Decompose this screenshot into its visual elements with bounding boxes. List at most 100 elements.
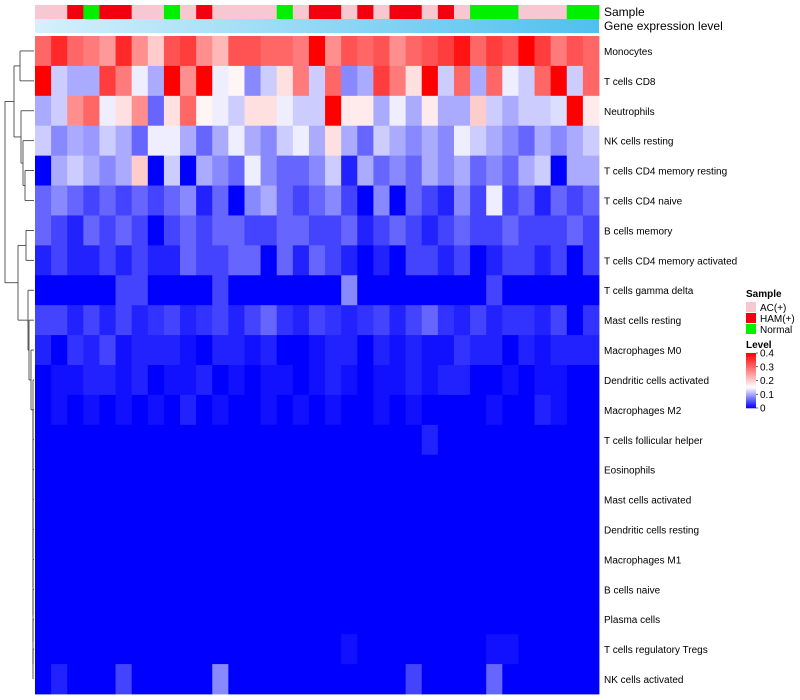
legend-colorbar-step xyxy=(746,386,756,388)
annotation-label-expression: Gene expression level xyxy=(604,19,723,33)
sample-group-cell xyxy=(180,5,197,19)
heatmap-cell xyxy=(518,185,535,216)
heatmap-cell xyxy=(421,544,439,575)
heatmap-cell xyxy=(147,245,165,276)
heatmap-cell xyxy=(453,305,471,336)
heatmap-cell xyxy=(35,484,52,515)
heatmap-cell xyxy=(276,215,294,246)
heatmap-cell xyxy=(325,484,342,515)
heatmap-cell xyxy=(308,664,326,695)
heatmap-cell xyxy=(518,125,535,157)
heatmap-cell xyxy=(131,245,149,276)
heatmap-cell xyxy=(373,245,390,276)
heatmap-cell xyxy=(180,215,197,246)
heatmap-cell xyxy=(470,305,487,336)
heatmap-cell xyxy=(35,185,52,216)
sample-group-cell xyxy=(308,5,326,19)
heatmap-cell xyxy=(405,65,423,97)
heatmap-cell xyxy=(196,245,213,276)
heatmap-cell xyxy=(276,484,294,515)
heatmap-cell xyxy=(115,454,133,486)
legend-swatch-ac xyxy=(746,302,756,312)
heatmap-cell xyxy=(453,634,471,665)
heatmap-cell xyxy=(518,65,535,97)
heatmap-cell xyxy=(582,65,600,97)
row-label: T cells regulatory Tregs xyxy=(604,645,708,656)
heatmap-cell xyxy=(196,65,213,97)
heatmap-cell xyxy=(67,155,84,186)
heatmap-cell xyxy=(405,155,423,186)
heatmap-cell xyxy=(405,454,423,486)
heatmap-cell xyxy=(51,245,68,276)
heatmap-cell xyxy=(470,335,487,366)
row-dendrogram xyxy=(4,50,34,680)
heatmap-cell xyxy=(115,574,133,605)
heatmap-cell xyxy=(115,275,133,306)
legend-colorbar-step xyxy=(746,361,756,363)
heatmap-cell xyxy=(67,245,84,276)
heatmap-cell xyxy=(180,634,197,665)
heatmap-cell xyxy=(147,215,165,246)
heatmap-cell xyxy=(67,275,84,306)
heatmap-cell xyxy=(196,424,213,456)
heatmap-cell xyxy=(99,604,116,635)
heatmap-cell xyxy=(67,65,84,97)
heatmap-cell xyxy=(292,245,310,276)
heatmap-cell xyxy=(550,365,568,396)
heatmap-cell xyxy=(582,484,600,515)
heatmap-cell xyxy=(341,185,358,216)
heatmap-cell xyxy=(244,65,261,97)
heatmap-cell xyxy=(582,424,600,456)
heatmap-cell xyxy=(566,335,584,366)
heatmap-cell xyxy=(35,604,52,635)
legend-colorbar-step xyxy=(746,358,756,361)
legend-colorbar-step xyxy=(746,362,756,365)
heatmap-cell xyxy=(51,544,68,575)
heatmap-cell xyxy=(405,245,423,276)
row-label: T cells follicular helper xyxy=(604,436,703,447)
heatmap-cell xyxy=(357,664,374,695)
heatmap-cell xyxy=(357,574,374,605)
heatmap-cell xyxy=(453,664,471,695)
heatmap-cell xyxy=(260,604,278,635)
heatmap-cell xyxy=(260,634,278,665)
sample-group-cell xyxy=(566,5,584,19)
heatmap-cell xyxy=(405,424,423,456)
legend-colorbar-step xyxy=(746,354,756,357)
heatmap-cell xyxy=(518,484,535,515)
heatmap-cell xyxy=(260,125,278,157)
heatmap-cell xyxy=(341,604,358,635)
heatmap-cell xyxy=(518,245,535,276)
heatmap-cell xyxy=(534,514,552,545)
heatmap-cell xyxy=(131,454,149,486)
heatmap-cell xyxy=(486,634,503,665)
heatmap-cell xyxy=(341,275,358,306)
heatmap-cell xyxy=(35,634,52,665)
legend-colorbar-step xyxy=(746,377,756,380)
heatmap-cell xyxy=(147,155,165,186)
heatmap-cell xyxy=(99,95,116,127)
legend-colorbar-step xyxy=(746,379,756,381)
heatmap-cell xyxy=(180,155,197,186)
heatmap-cell xyxy=(502,245,519,276)
heatmap-cell xyxy=(389,155,407,186)
heatmap-cell xyxy=(308,424,326,456)
heatmap-cell xyxy=(51,484,68,515)
heatmap-cell xyxy=(35,215,52,246)
heatmap-cell xyxy=(196,544,213,575)
heatmap-cell xyxy=(83,245,100,276)
heatmap-cell xyxy=(486,664,503,695)
heatmap-cell xyxy=(244,215,261,246)
heatmap-cell xyxy=(437,514,455,545)
legend-tick-label: 0 xyxy=(760,404,766,415)
heatmap-cell xyxy=(51,424,68,456)
heatmap-cell xyxy=(308,185,326,216)
row-label: Macrophages M0 xyxy=(604,346,682,357)
heatmap-cell xyxy=(308,634,326,665)
heatmap-cell xyxy=(147,634,165,665)
heatmap-cell xyxy=(147,65,165,97)
heatmap-cell xyxy=(196,185,213,216)
heatmap-cell xyxy=(357,544,374,575)
row-label: T cells CD4 naive xyxy=(604,197,683,208)
heatmap-cell xyxy=(437,36,455,67)
